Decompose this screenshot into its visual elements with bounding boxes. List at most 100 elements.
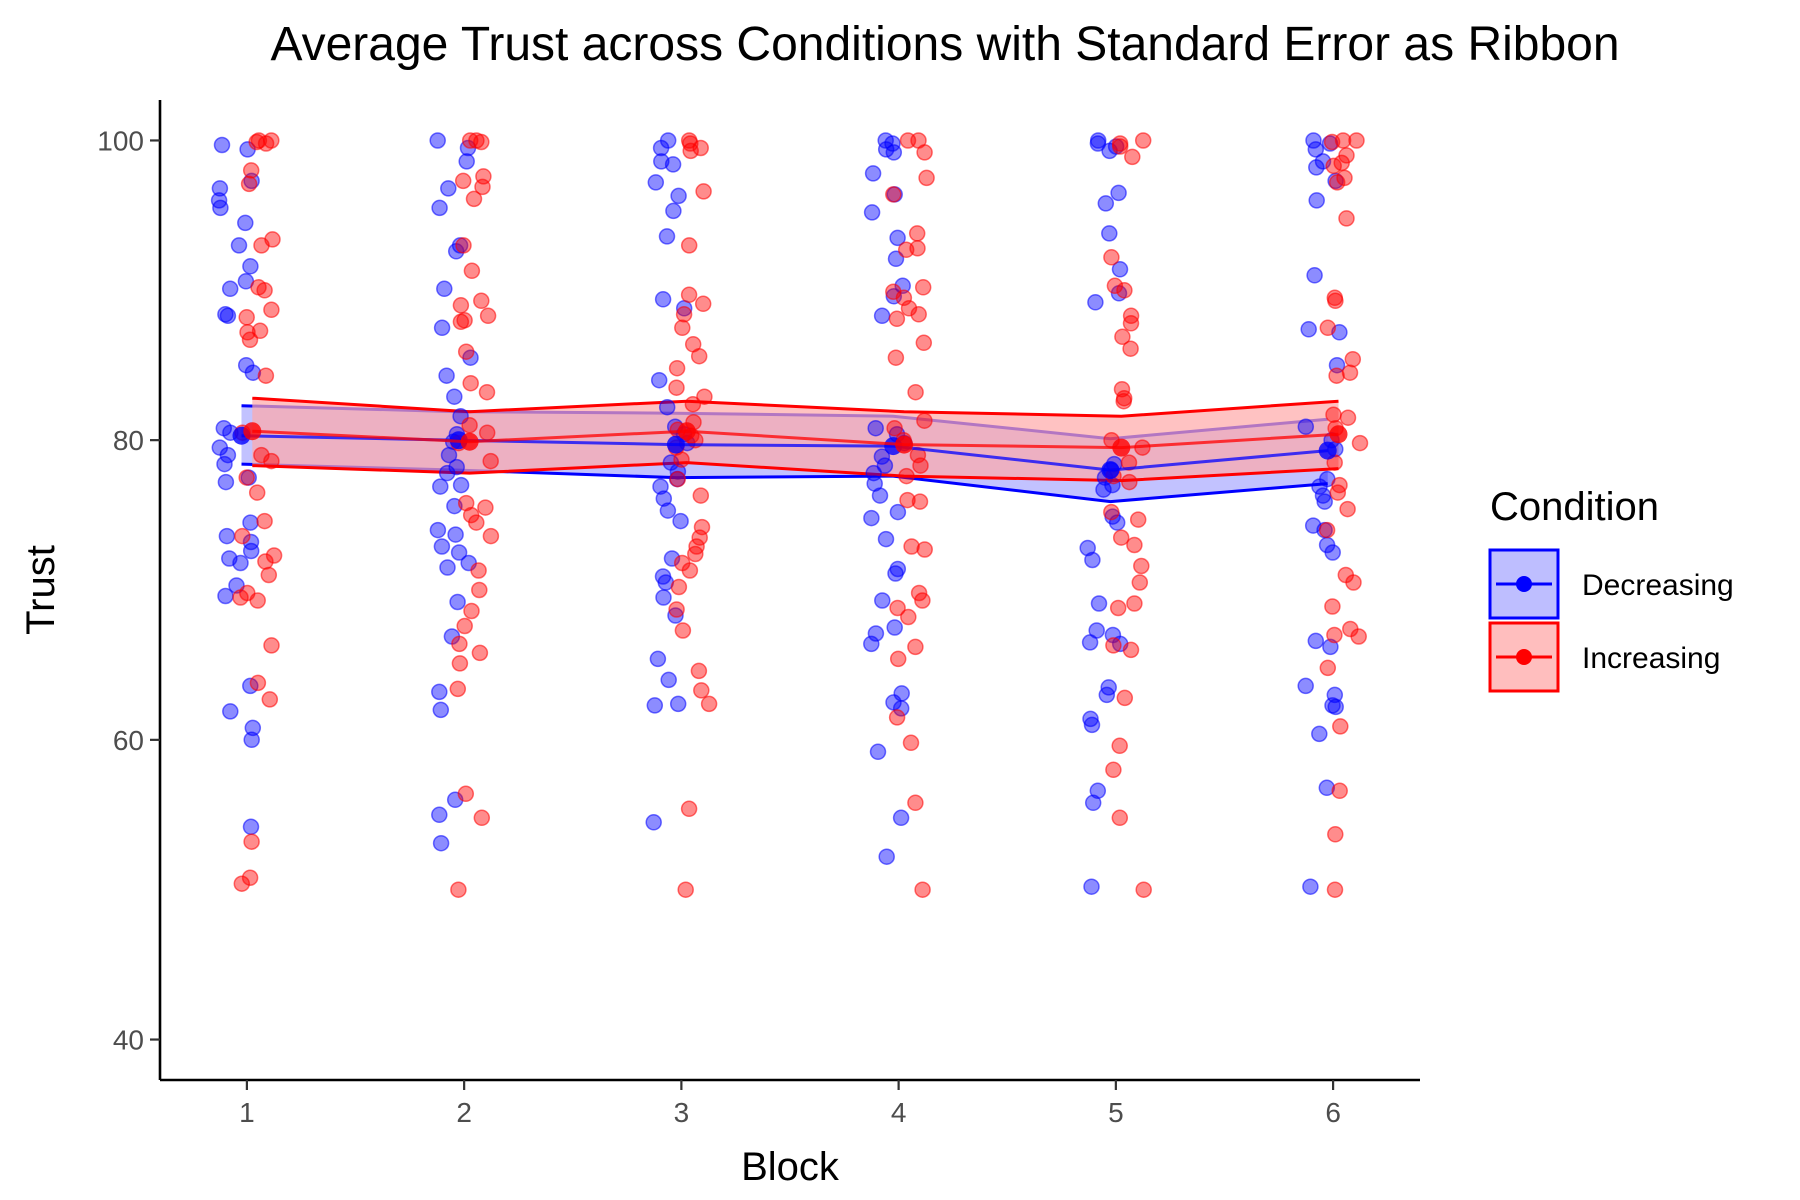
point-decreasing-block-3-31: [645, 814, 662, 831]
point-increasing-block-1-23: [265, 547, 283, 564]
point-increasing-block-2-9: [473, 292, 490, 310]
point-increasing-block-5-26: [1109, 599, 1127, 617]
point-increasing-block-3-22: [669, 470, 686, 488]
mean-point-increasing-block-2: [460, 432, 479, 451]
se-lower-line-increasing: [252, 461, 1339, 483]
point-decreasing-block-5-7: [1111, 261, 1129, 278]
point-increasing-block-4-3: [918, 169, 935, 187]
point-decreasing-block-2-30: [432, 701, 450, 719]
point-increasing-block-4-30: [900, 608, 917, 626]
point-increasing-block-4-31: [907, 638, 924, 656]
point-increasing-block-2-24: [468, 514, 485, 531]
point-decreasing-block-3-3: [664, 156, 682, 173]
legend-key-point-increasing: [1516, 649, 1532, 665]
point-decreasing-block-4-6: [863, 204, 881, 221]
point-decreasing-block-5-9: [1087, 294, 1104, 311]
point-decreasing-block-2-21: [429, 521, 447, 539]
point-decreasing-block-4-25: [874, 592, 891, 609]
point-increasing-block-4-36: [914, 881, 931, 898]
point-decreasing-block-2-27: [449, 593, 466, 611]
x-tick-label-4: 4: [891, 1097, 907, 1128]
point-decreasing-block-5-26: [1082, 710, 1099, 728]
point-decreasing-block-5-4: [1110, 184, 1127, 202]
point-decreasing-block-3-1: [652, 139, 670, 157]
x-axis-ticks: 1 2 3 4 5 6: [239, 1080, 1341, 1128]
point-increasing-block-2-32: [451, 655, 469, 672]
point-increasing-block-1-31: [261, 691, 279, 708]
point-increasing-block-2-14: [457, 343, 475, 360]
point-increasing-block-2-25: [482, 527, 500, 545]
point-increasing-block-2-16: [478, 383, 496, 401]
y-tick-label-40: 40: [113, 1025, 144, 1056]
point-decreasing-block-6-30: [1302, 878, 1319, 895]
point-increasing-block-4-15: [887, 349, 905, 366]
point-increasing-block-2-22: [477, 499, 494, 516]
point-increasing-block-1-33: [241, 869, 259, 886]
point-decreasing-block-5-14: [1095, 481, 1112, 498]
point-decreasing-block-6-22: [1307, 632, 1325, 650]
point-increasing-block-6-28: [1326, 626, 1343, 644]
point-increasing-block-5-29: [1116, 689, 1134, 707]
point-decreasing-block-3-11: [658, 398, 676, 416]
point-increasing-block-1-5: [240, 175, 258, 193]
point-increasing-block-5-8: [1122, 315, 1140, 332]
point-increasing-block-4-5: [908, 225, 926, 242]
point-increasing-block-1-10: [263, 301, 280, 319]
point-decreasing-block-4-3: [885, 144, 903, 161]
point-increasing-block-4-18: [886, 419, 903, 437]
point-increasing-block-2-10: [452, 297, 470, 314]
point-increasing-block-5-3: [1124, 148, 1141, 166]
point-increasing-block-3-5: [680, 237, 698, 254]
point-decreasing-block-5-17: [1079, 539, 1096, 557]
point-increasing-block-6-21: [1329, 484, 1347, 501]
point-increasing-block-4-16: [907, 383, 924, 401]
point-decreasing-block-1-12: [219, 307, 237, 325]
point-increasing-block-4-34: [902, 734, 920, 752]
mean-line-increasing: [252, 429, 1339, 450]
point-decreasing-block-6-28: [1311, 725, 1328, 743]
point-decreasing-block-6-11: [1297, 418, 1315, 435]
point-increasing-block-1-11: [238, 309, 255, 326]
point-increasing-block-6-2: [1323, 133, 1341, 151]
point-increasing-block-1-34: [233, 875, 251, 892]
point-decreasing-block-4-19: [871, 487, 889, 504]
point-increasing-block-1-28: [249, 592, 266, 609]
point-increasing-block-2-7: [455, 237, 472, 254]
point-decreasing-block-1-21: [217, 473, 235, 491]
point-increasing-block-1-9: [256, 282, 273, 299]
point-increasing-block-5-18: [1121, 473, 1138, 491]
legend-label-increasing: Increasing: [1582, 642, 1720, 675]
point-decreasing-block-2-2: [458, 153, 475, 170]
point-increasing-block-2-20: [482, 452, 499, 470]
point-increasing-block-6-23: [1318, 521, 1336, 539]
point-increasing-block-4-35: [907, 794, 924, 812]
point-decreasing-block-5-19: [1090, 595, 1108, 612]
point-decreasing-block-5-22: [1081, 634, 1099, 651]
point-decreasing-block-3-21: [672, 512, 689, 530]
point-decreasing-block-3-18: [652, 478, 669, 495]
point-decreasing-block-6-8: [1300, 321, 1317, 338]
point-decreasing-block-4-26: [886, 619, 903, 636]
point-increasing-block-5-27: [1105, 637, 1122, 654]
point-increasing-block-3-37: [677, 881, 694, 898]
point-increasing-block-1-29: [263, 637, 280, 654]
point-increasing-block-3-12: [668, 359, 686, 377]
point-increasing-block-1-18: [263, 452, 280, 470]
point-increasing-block-3-27: [687, 545, 704, 563]
point-increasing-block-4-32: [889, 650, 907, 668]
point-decreasing-block-3-19: [655, 490, 673, 507]
point-increasing-block-3-15: [684, 395, 702, 413]
point-increasing-block-4-7: [897, 241, 915, 259]
point-decreasing-block-5-30: [1083, 878, 1100, 895]
point-increasing-block-5-13: [1115, 392, 1132, 410]
point-increasing-block-6-18: [1351, 434, 1369, 452]
point-decreasing-block-2-19: [432, 478, 449, 495]
point-increasing-block-4-13: [888, 310, 906, 328]
point-increasing-block-5-19: [1103, 503, 1120, 521]
point-increasing-block-6-29: [1350, 628, 1367, 645]
y-axis-ticks: 40 60 80 100: [97, 125, 160, 1056]
plot-area: [210, 132, 1369, 898]
point-decreasing-block-2-17: [438, 464, 456, 482]
point-decreasing-block-1-27: [232, 554, 249, 572]
